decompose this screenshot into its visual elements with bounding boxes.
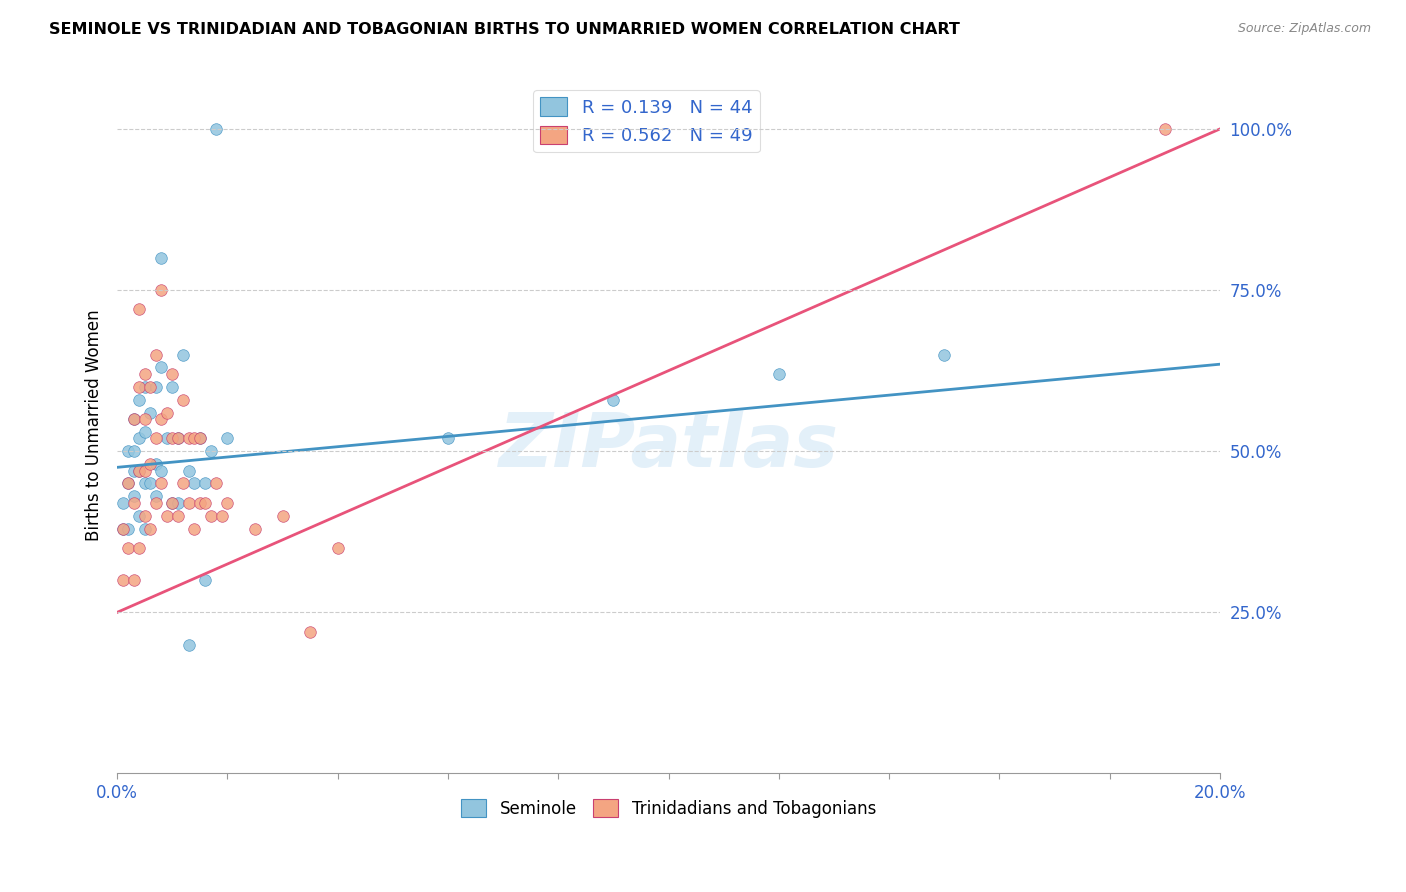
Point: [156, 405, 179, 419]
Point: [150, 464, 173, 478]
Point: [122, 496, 145, 510]
Point: [177, 431, 200, 445]
Point: [183, 522, 205, 536]
Point: [150, 283, 173, 297]
Point: [194, 573, 217, 587]
Point: [134, 522, 156, 536]
Y-axis label: Births to Unmarried Women: Births to Unmarried Women: [86, 310, 103, 541]
Point: [117, 476, 139, 491]
Point: [177, 638, 200, 652]
Point: [177, 464, 200, 478]
Point: [128, 431, 150, 445]
Point: [128, 380, 150, 394]
Point: [156, 508, 179, 523]
Point: [166, 431, 188, 445]
Text: ZIPatlas: ZIPatlas: [499, 409, 838, 483]
Point: [117, 522, 139, 536]
Point: [166, 508, 188, 523]
Point: [122, 444, 145, 458]
Point: [128, 541, 150, 555]
Point: [188, 431, 211, 445]
Point: [117, 541, 139, 555]
Point: [217, 496, 239, 510]
Point: [117, 444, 139, 458]
Point: [134, 425, 156, 439]
Point: [172, 347, 194, 361]
Point: [111, 522, 134, 536]
Point: [128, 464, 150, 478]
Point: [134, 508, 156, 523]
Point: [128, 508, 150, 523]
Point: [156, 431, 179, 445]
Point: [150, 360, 173, 375]
Point: [134, 380, 156, 394]
Point: [217, 431, 239, 445]
Text: Source: ZipAtlas.com: Source: ZipAtlas.com: [1237, 22, 1371, 36]
Point: [111, 496, 134, 510]
Point: [205, 122, 228, 136]
Point: [162, 431, 184, 445]
Point: [934, 347, 956, 361]
Point: [183, 431, 205, 445]
Point: [145, 496, 167, 510]
Point: [150, 476, 173, 491]
Point: [134, 476, 156, 491]
Point: [299, 624, 322, 639]
Point: [111, 573, 134, 587]
Point: [150, 412, 173, 426]
Point: [145, 489, 167, 503]
Point: [122, 412, 145, 426]
Point: [128, 302, 150, 317]
Point: [188, 431, 211, 445]
Legend: Seminole, Trinidadians and Tobagonians: Seminole, Trinidadians and Tobagonians: [454, 793, 883, 824]
Point: [162, 380, 184, 394]
Point: [139, 457, 162, 471]
Point: [194, 496, 217, 510]
Point: [122, 573, 145, 587]
Point: [139, 476, 162, 491]
Point: [122, 464, 145, 478]
Text: SEMINOLE VS TRINIDADIAN AND TOBAGONIAN BIRTHS TO UNMARRIED WOMEN CORRELATION CHA: SEMINOLE VS TRINIDADIAN AND TOBAGONIAN B…: [49, 22, 960, 37]
Point: [150, 251, 173, 265]
Point: [145, 431, 167, 445]
Point: [183, 476, 205, 491]
Point: [211, 508, 233, 523]
Point: [271, 508, 294, 523]
Point: [139, 380, 162, 394]
Point: [437, 431, 460, 445]
Point: [172, 476, 194, 491]
Point: [162, 496, 184, 510]
Point: [145, 457, 167, 471]
Point: [162, 367, 184, 381]
Point: [200, 444, 222, 458]
Point: [200, 508, 222, 523]
Point: [1153, 122, 1175, 136]
Point: [602, 392, 624, 407]
Point: [117, 476, 139, 491]
Point: [243, 522, 266, 536]
Point: [145, 380, 167, 394]
Point: [205, 476, 228, 491]
Point: [128, 392, 150, 407]
Point: [122, 412, 145, 426]
Point: [128, 464, 150, 478]
Point: [145, 347, 167, 361]
Point: [326, 541, 349, 555]
Point: [194, 476, 217, 491]
Point: [139, 405, 162, 419]
Point: [188, 496, 211, 510]
Point: [172, 392, 194, 407]
Point: [134, 367, 156, 381]
Point: [122, 489, 145, 503]
Point: [166, 496, 188, 510]
Point: [768, 367, 790, 381]
Point: [162, 496, 184, 510]
Point: [139, 522, 162, 536]
Point: [111, 522, 134, 536]
Point: [134, 464, 156, 478]
Point: [134, 412, 156, 426]
Point: [166, 431, 188, 445]
Point: [177, 496, 200, 510]
